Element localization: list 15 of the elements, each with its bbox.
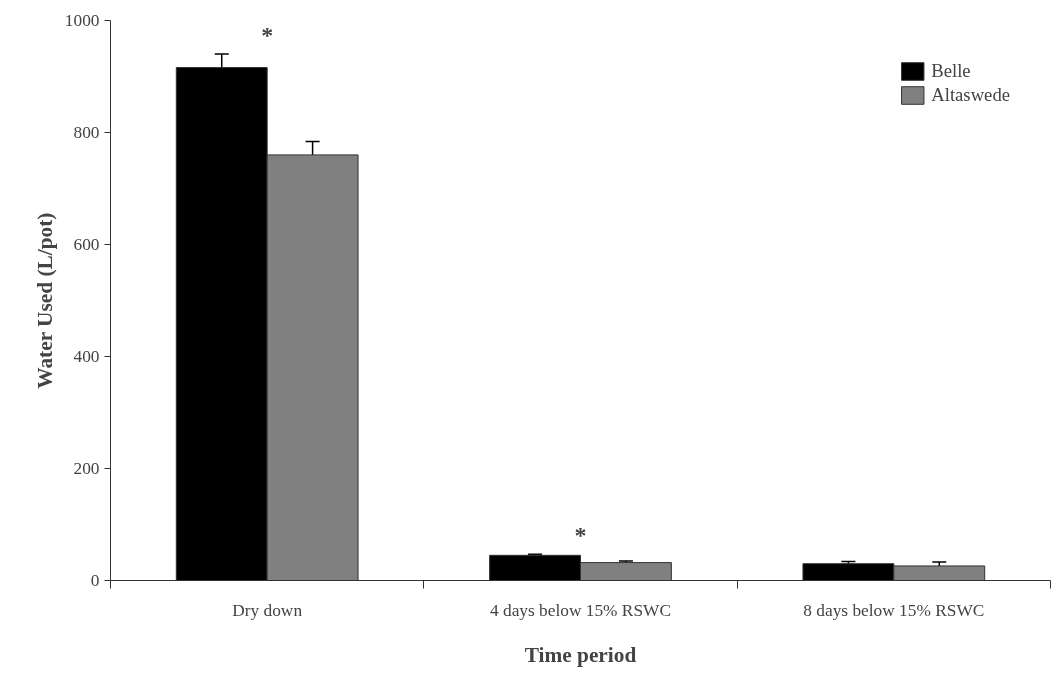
x-tick-label: 8 days below 15% RSWC [803, 600, 985, 620]
annotation: * [574, 522, 587, 549]
y-axis-title: Water Used (L/pot) [32, 212, 57, 389]
y-tick-label: 400 [73, 347, 100, 366]
y-tick-label: 0 [90, 571, 100, 590]
y-tick-label: 200 [73, 459, 100, 478]
y-tick-label: 600 [73, 235, 100, 254]
x-tick-label: Dry down [232, 600, 303, 620]
legend-label: Belle [931, 60, 971, 82]
legend-label: Altaswede [931, 84, 1010, 106]
x-axis-title: Time period [524, 642, 637, 667]
x-tick-label: 4 days below 15% RSWC [490, 600, 671, 620]
y-tick-label: 1000 [64, 11, 100, 30]
y-tick-label: 800 [73, 123, 100, 142]
annotation: * [261, 22, 274, 49]
